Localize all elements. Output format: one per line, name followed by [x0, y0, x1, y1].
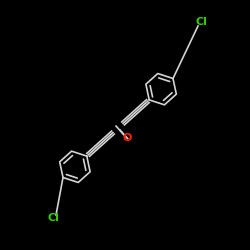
Text: Cl: Cl — [48, 213, 60, 223]
Text: O: O — [122, 133, 132, 143]
Text: Cl: Cl — [196, 17, 208, 27]
